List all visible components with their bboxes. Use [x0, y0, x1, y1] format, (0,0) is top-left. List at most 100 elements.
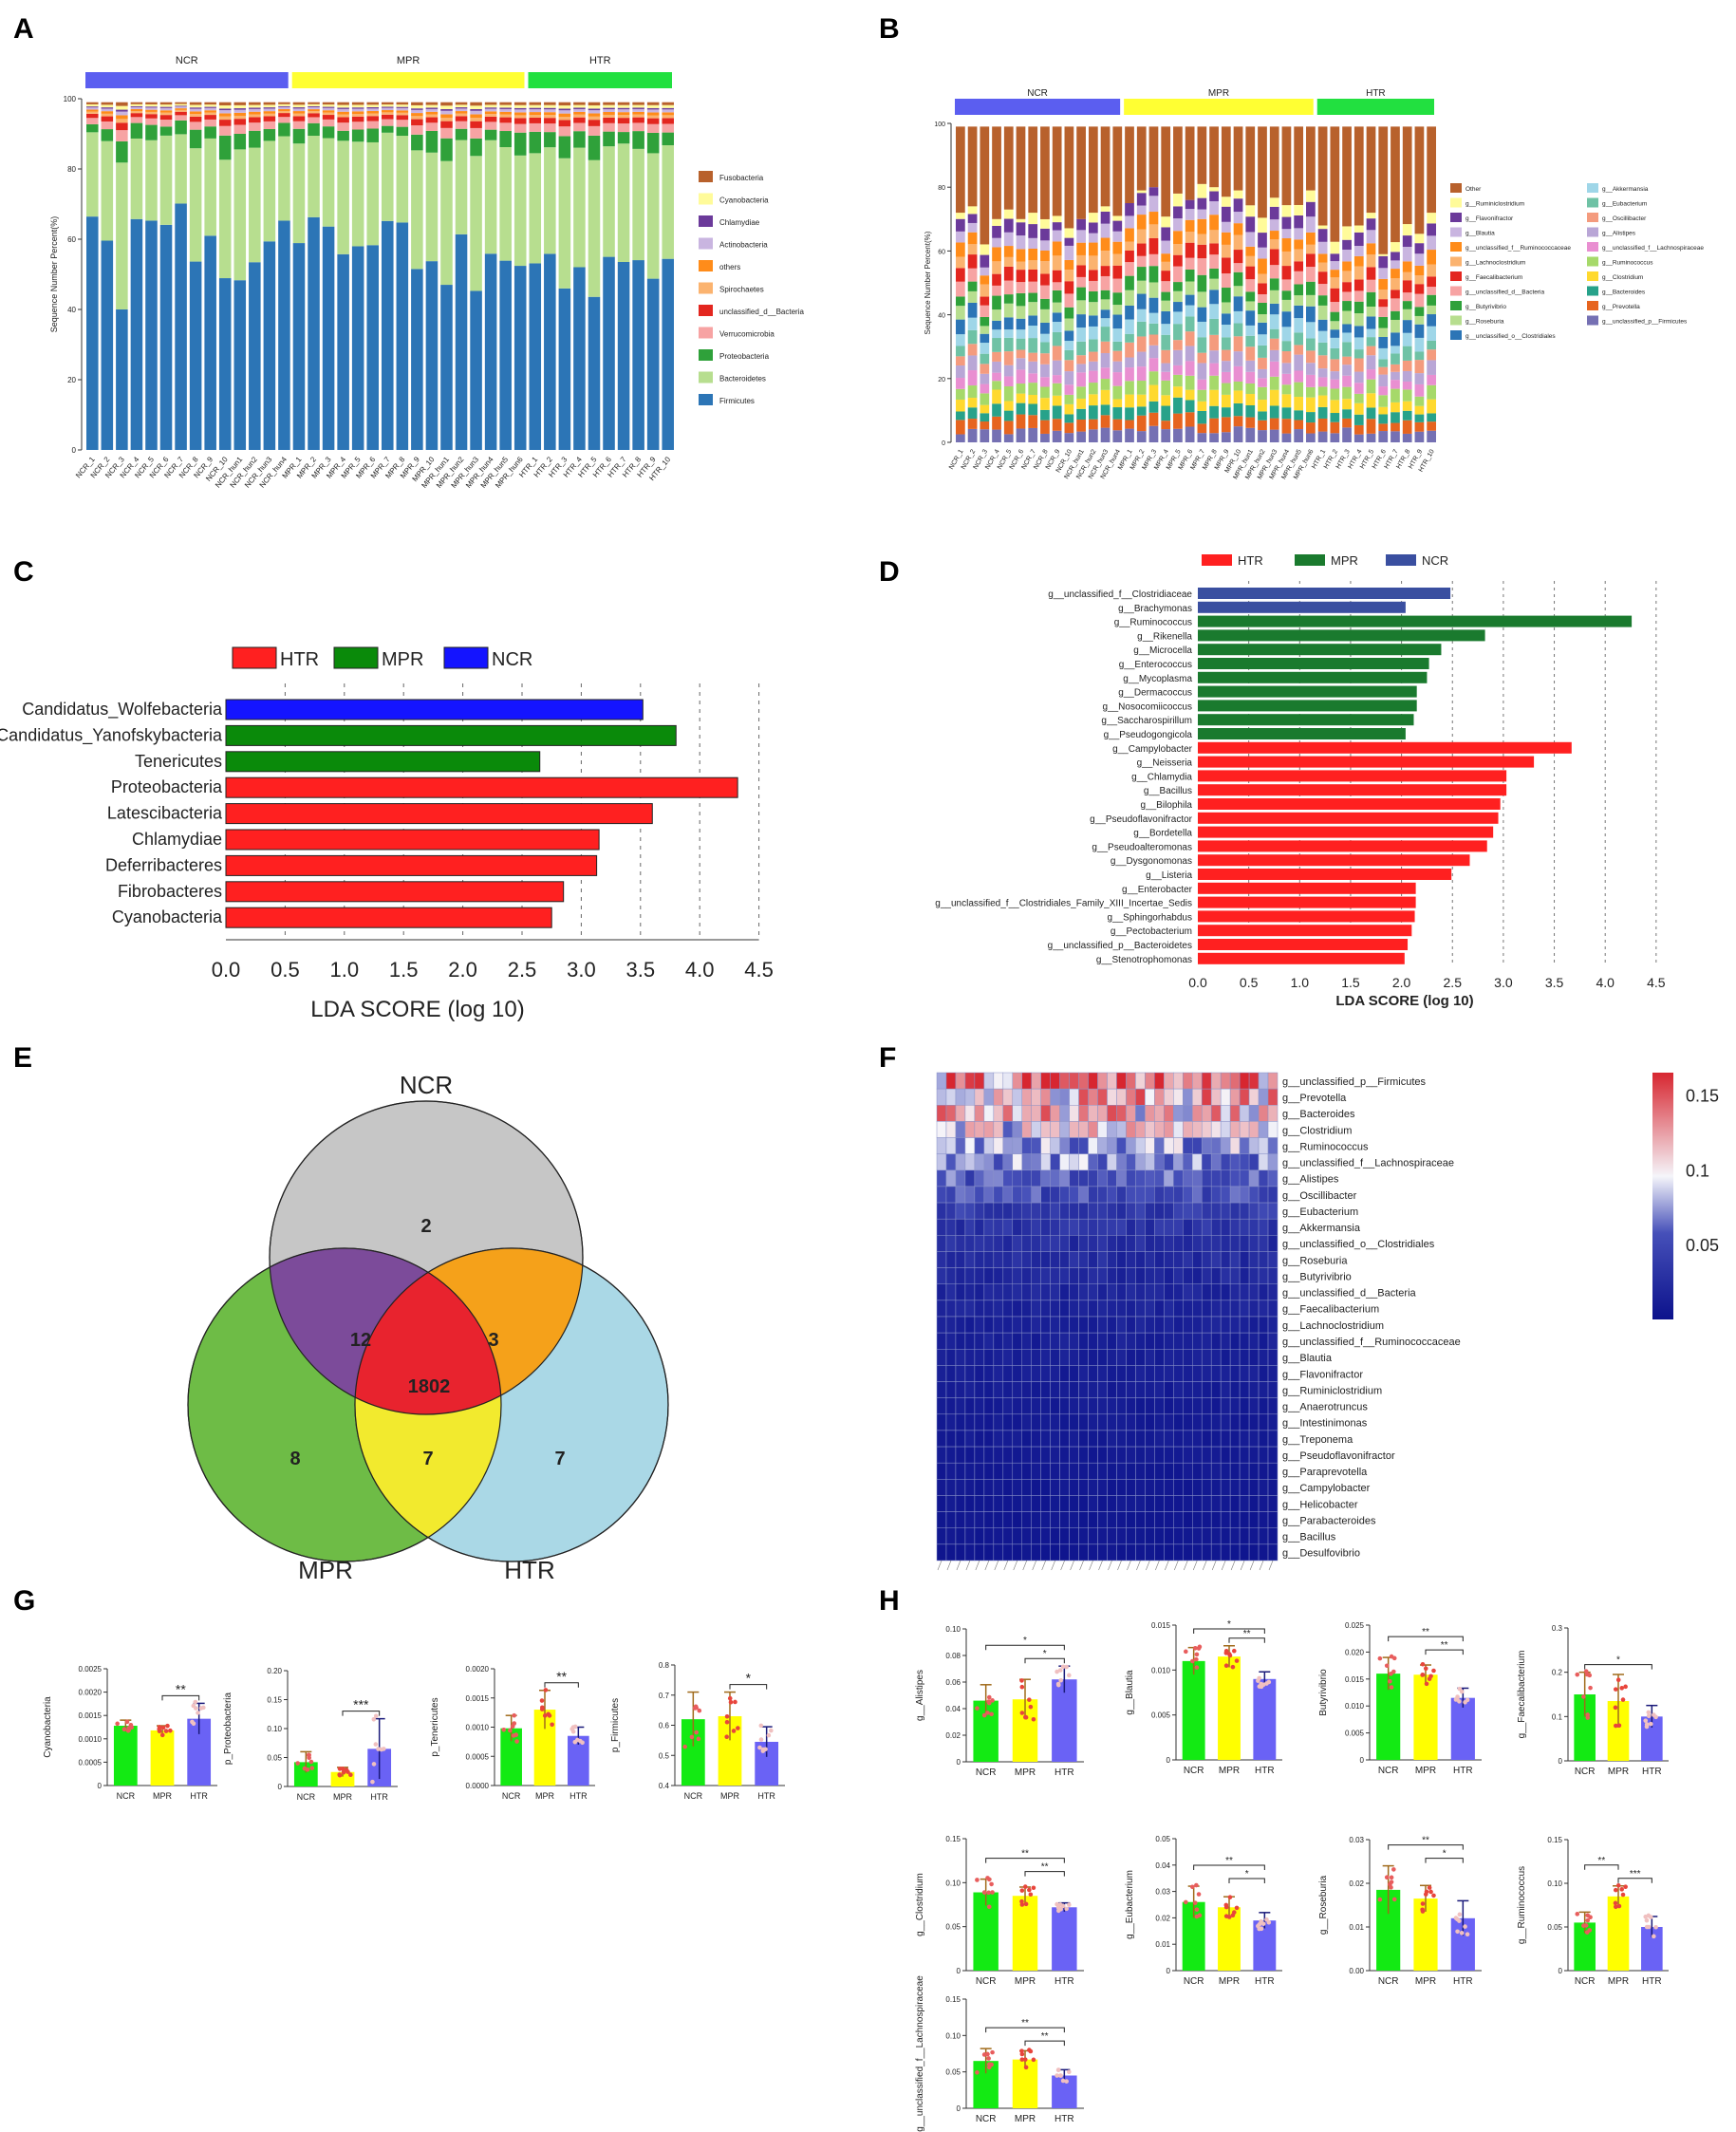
heatmap-cell: [1040, 1235, 1051, 1252]
stack-segment: [1173, 266, 1183, 283]
heatmap-cell: [936, 1479, 947, 1496]
stack-segment: [263, 116, 276, 122]
heatmap-cell: [1069, 1479, 1079, 1496]
row-label: g__Ruminococcus: [1282, 1141, 1369, 1152]
stack-segment: [573, 107, 586, 109]
column-tick: [1098, 1560, 1103, 1571]
stack-segment: [1402, 433, 1412, 442]
venn-outline: [269, 1100, 584, 1415]
heatmap-cell: [1210, 1381, 1222, 1398]
stack-segment: [175, 102, 187, 104]
heatmap-cell: [1183, 1430, 1193, 1448]
heatmap-cell: [1258, 1137, 1269, 1154]
heatmap-cell: [1040, 1169, 1051, 1188]
lda-bar: [1198, 869, 1452, 880]
stack-segment: [484, 111, 497, 115]
legend-label: Spirochaetes: [719, 286, 764, 294]
stack-segment: [632, 102, 644, 105]
stack-segment-other: [1221, 126, 1231, 197]
heatmap-cell: [1267, 1527, 1279, 1545]
heatmap-cell: [1069, 1186, 1079, 1204]
data-point: [689, 1734, 695, 1740]
stack-segment: [1317, 305, 1328, 320]
stack-segment: [425, 108, 439, 112]
stack-segment: [603, 256, 615, 450]
heatmap-cell: [1220, 1365, 1231, 1382]
heatmap-cell: [1173, 1413, 1184, 1431]
heatmap-cell: [1154, 1462, 1165, 1480]
row-label: g__Ruminiclostridium: [1282, 1385, 1382, 1396]
heatmap-cell: [1229, 1121, 1241, 1138]
heatmap-cell: [1229, 1235, 1241, 1252]
heatmap-cell: [1173, 1300, 1184, 1318]
stack-segment: [101, 121, 114, 130]
stack-segment: [632, 148, 644, 261]
heatmap-cell: [1267, 1235, 1279, 1252]
heatmap-cell: [1002, 1169, 1014, 1188]
stack-segment: [351, 141, 364, 247]
heatmap-cell: [1164, 1413, 1174, 1431]
stack-segment: [351, 108, 364, 112]
heatmap-cell: [1059, 1283, 1070, 1301]
heatmap-cell: [1040, 1397, 1051, 1415]
stack-segment: [1342, 427, 1352, 442]
heatmap-cell: [1220, 1153, 1231, 1171]
stack-segment-other: [1040, 126, 1050, 219]
stack-segment: [529, 102, 542, 105]
legend-swatch: [699, 305, 713, 316]
stack-segment: [1221, 196, 1231, 207]
heatmap-cell: [1154, 1267, 1165, 1284]
heatmap-cell: [1192, 1235, 1203, 1252]
stack-segment: [1245, 394, 1256, 405]
stack-segment: [1342, 291, 1352, 302]
heatmap-cell: [983, 1430, 995, 1448]
data-point: [1031, 2057, 1036, 2063]
stack-segment: [1258, 400, 1267, 412]
heatmap-cell: [1078, 1300, 1089, 1318]
heatmap-cell: [1192, 1381, 1203, 1398]
stack-segment: [1148, 345, 1159, 359]
heatmap-cell: [1021, 1413, 1032, 1431]
heatmap-cell: [974, 1235, 985, 1252]
stack-segment: [159, 106, 173, 108]
heatmap-cell: [1239, 1332, 1250, 1350]
stack-segment: [1185, 361, 1195, 376]
x-tick-label: NCR: [1575, 1976, 1596, 1987]
heatmap-cell: [1154, 1495, 1165, 1512]
data-point: [1057, 1668, 1063, 1673]
stack-segment: [956, 346, 965, 357]
heatmap-cell: [1040, 1186, 1051, 1204]
stack-segment: [455, 104, 468, 108]
lda-bar: [1198, 756, 1535, 768]
stack-segment: [1173, 302, 1183, 312]
heatmap-cell: [1069, 1153, 1079, 1171]
stack-segment: [130, 122, 143, 139]
stack-segment: [189, 111, 202, 115]
stack-segment: [1076, 265, 1086, 277]
data-point: [1027, 1887, 1032, 1893]
stack-segment: [967, 290, 978, 303]
heatmap-cell: [1002, 1251, 1014, 1268]
stack-segment: [175, 203, 187, 450]
stack-segment: [1185, 242, 1195, 258]
heatmap-cell: [1135, 1202, 1146, 1220]
heatmap-cell: [1258, 1332, 1269, 1350]
heatmap-cell: [1002, 1300, 1014, 1318]
heatmap-cell: [1021, 1316, 1032, 1334]
stack-segment: [1317, 241, 1328, 254]
heatmap-cell: [1097, 1267, 1108, 1284]
heatmap-cell: [1021, 1137, 1032, 1154]
heatmap-cell: [1021, 1446, 1032, 1464]
heatmap-cell: [1183, 1332, 1193, 1350]
heatmap-cell: [1154, 1397, 1165, 1415]
bar-htr: [1450, 1697, 1475, 1760]
stack-segment: [1414, 284, 1425, 294]
stack-segment: [1148, 196, 1159, 213]
heatmap-cell: [945, 1218, 957, 1236]
bar-htr: [1253, 1678, 1277, 1760]
stack-segment: [292, 102, 306, 105]
stack-segment: [337, 122, 349, 131]
stack-segment: [1003, 329, 1014, 338]
stack-segment: [470, 110, 482, 115]
